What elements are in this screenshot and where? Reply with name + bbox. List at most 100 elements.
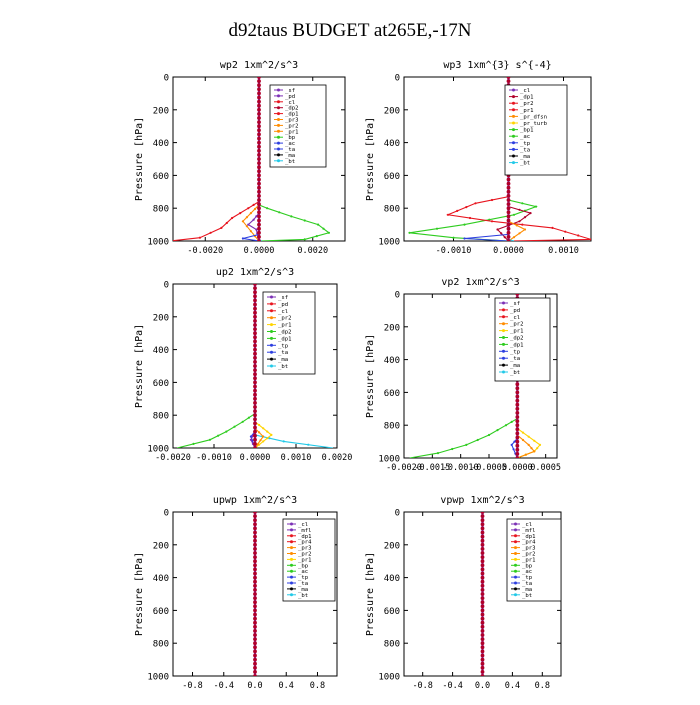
- zero-profile-marker: [506, 214, 511, 219]
- zero-profile-marker: [253, 364, 257, 368]
- zero-profile-marker: [253, 620, 257, 625]
- zero-profile-marker: [253, 372, 257, 377]
- legend-label: _pr_dfsn: [520, 114, 547, 120]
- zero-profile-marker: [253, 530, 257, 535]
- legend-marker: [512, 128, 515, 132]
- series-line-red: [173, 77, 260, 241]
- zero-profile-marker: [257, 161, 261, 166]
- series-marker: [209, 231, 212, 234]
- zero-profile-marker: [506, 177, 511, 182]
- zero-profile-marker: [253, 294, 257, 299]
- series-marker: [504, 424, 508, 427]
- series-marker: [249, 230, 252, 233]
- series-marker: [513, 440, 516, 443]
- legend-label: _pr3: [298, 546, 311, 552]
- series-marker: [527, 443, 530, 446]
- legend-label: _ta: [298, 581, 308, 587]
- series-marker: [476, 438, 479, 442]
- legend-marker: [512, 95, 515, 99]
- legend: _cl_mfl_dp1_pr4_pr3_pr2_pr1_bp_ac_tp_ta_…: [282, 518, 336, 602]
- legend-marker: [277, 147, 280, 151]
- y-tick-label: 0: [395, 509, 400, 519]
- legend-label: _mfl: [298, 528, 311, 534]
- legend-label: _bp: [285, 135, 296, 141]
- legend-label: _sf: [278, 295, 288, 301]
- zero-profile-marker: [253, 413, 257, 418]
- legend-marker: [502, 342, 505, 346]
- series-marker: [239, 212, 242, 215]
- zero-profile-marker: [257, 91, 261, 96]
- plot-frame: [403, 293, 558, 459]
- series-marker: [256, 443, 259, 446]
- zero-profile-marker: [480, 559, 485, 564]
- y-tick-label: 200: [384, 323, 400, 333]
- legend-label: _ma: [520, 154, 530, 160]
- y-tick-label: 1000: [147, 238, 169, 248]
- zero-profile-marker: [480, 563, 485, 568]
- series-marker: [225, 430, 228, 433]
- legend-marker: [290, 534, 293, 538]
- x-tick-label: 0.0020: [322, 453, 353, 463]
- zero-profile-marker: [480, 592, 485, 596]
- legend-label: _pr2: [298, 552, 311, 558]
- series-marker: [307, 443, 310, 446]
- series-marker: [521, 431, 525, 434]
- legend-marker: [514, 534, 517, 538]
- series-marker: [512, 236, 516, 239]
- zero-profile-marker: [480, 542, 485, 547]
- series-marker: [241, 420, 244, 423]
- legend-label: _dp1: [510, 342, 523, 348]
- legend-marker: [502, 308, 505, 312]
- legend-marker: [512, 101, 515, 105]
- zero-profile-marker: [253, 421, 257, 426]
- x-tick-label: -0.0020: [155, 453, 191, 463]
- zero-profile-marker: [515, 431, 520, 436]
- series-marker: [262, 435, 265, 438]
- series-marker: [524, 453, 527, 456]
- series-marker: [500, 232, 503, 235]
- series-marker: [245, 216, 248, 219]
- zero-profile-marker: [253, 425, 257, 430]
- zero-profile-marker: [253, 442, 257, 446]
- zero-profile-marker: [515, 411, 520, 415]
- legend-label: _cl: [285, 100, 295, 106]
- zero-profile-marker: [257, 136, 261, 141]
- y-tick-label: 400: [384, 139, 400, 149]
- zero-profile-marker: [506, 79, 511, 83]
- legend-label: _pr_turb: [520, 121, 548, 127]
- zero-profile-marker: [480, 575, 485, 580]
- series-marker: [510, 420, 513, 423]
- zero-profile-marker: [253, 514, 257, 518]
- legend-marker: [290, 522, 293, 526]
- zero-profile-marker: [253, 368, 257, 372]
- legend-label: _bt: [522, 593, 532, 599]
- y-tick-label: 1000: [378, 238, 400, 248]
- series-marker: [496, 429, 499, 432]
- zero-profile-marker: [257, 185, 261, 190]
- series-marker: [245, 225, 248, 228]
- zero-profile-marker: [253, 629, 257, 633]
- series-marker: [282, 440, 285, 443]
- zero-profile-marker: [253, 612, 257, 617]
- zero-profile-marker: [480, 547, 485, 551]
- series-marker: [521, 223, 524, 226]
- legend-label: _ma: [278, 357, 288, 363]
- zero-profile-marker: [515, 443, 520, 448]
- legend-marker: [290, 563, 293, 567]
- legend-label: _pr3: [522, 546, 535, 552]
- legend-label: _bt: [520, 161, 530, 167]
- zero-profile-marker: [480, 530, 485, 535]
- zero-profile-marker: [480, 596, 485, 600]
- zero-profile-marker: [253, 335, 257, 340]
- series-marker: [225, 221, 228, 225]
- zero-profile-marker: [506, 77, 511, 79]
- y-tick-label: 600: [384, 172, 400, 182]
- series-marker: [220, 226, 223, 229]
- series-marker: [490, 198, 494, 202]
- x-tick-label: -0.0010: [443, 463, 479, 473]
- y-axis-label: Pressure [hPa]: [134, 552, 145, 636]
- series-marker: [452, 236, 455, 239]
- legend-box: [506, 518, 562, 602]
- legend-marker: [512, 154, 515, 158]
- zero-profile-marker: [480, 608, 485, 613]
